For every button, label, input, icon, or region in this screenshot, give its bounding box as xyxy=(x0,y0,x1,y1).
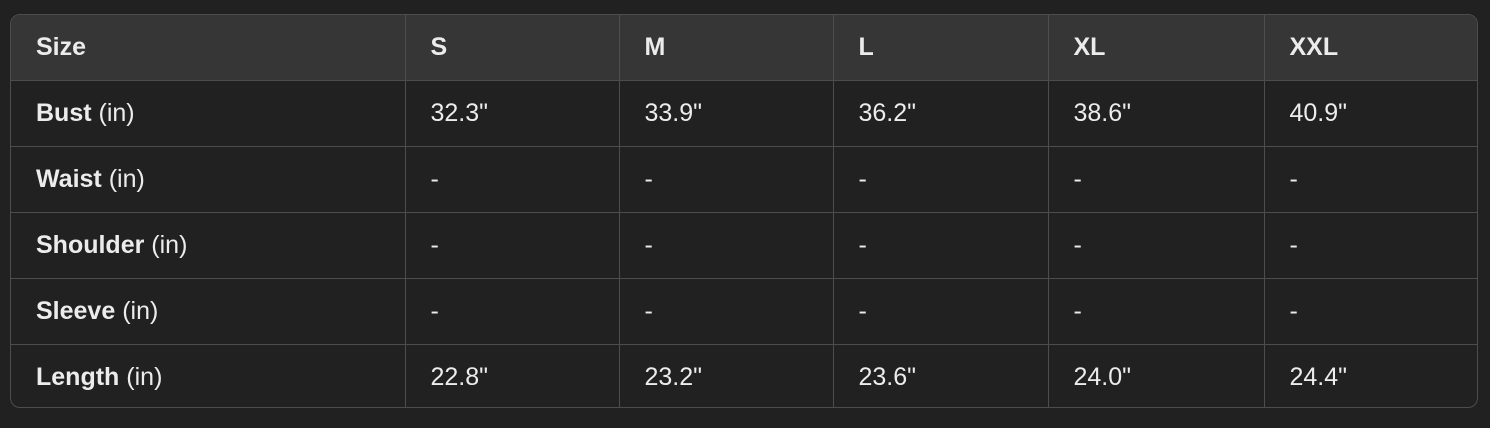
header-cell-size: Size xyxy=(11,15,406,81)
table-cell: - xyxy=(619,278,834,345)
size-chart-table: Size S M L XL XXL Bust (in) 32.3" 33.9" … xyxy=(11,15,1477,407)
table-header-row: Size S M L XL XXL xyxy=(11,15,1477,81)
row-label: Shoulder xyxy=(36,231,145,259)
table-cell: 22.8" xyxy=(405,344,620,407)
row-label-cell: Waist (in) xyxy=(11,146,406,213)
table-cell: 23.6" xyxy=(833,344,1049,407)
row-label-cell: Shoulder (in) xyxy=(11,212,406,279)
table-row-waist: Waist (in) - - - - - xyxy=(11,146,1477,213)
size-chart-table-container: Size S M L XL XXL Bust (in) 32.3" 33.9" … xyxy=(10,14,1478,408)
header-cell-l: L xyxy=(833,15,1049,81)
table-cell: - xyxy=(833,212,1049,279)
table-cell: - xyxy=(405,146,620,213)
table-cell: - xyxy=(405,278,620,345)
table-cell: - xyxy=(619,146,834,213)
table-cell: 23.2" xyxy=(619,344,834,407)
table-cell: 24.0" xyxy=(1048,344,1265,407)
table-cell: - xyxy=(833,278,1049,345)
row-unit: (in) xyxy=(126,363,163,391)
row-label-cell: Sleeve (in) xyxy=(11,278,406,345)
row-label-cell: Length (in) xyxy=(11,344,406,407)
header-cell-xxl: XXL xyxy=(1264,15,1477,81)
table-cell: 40.9" xyxy=(1264,80,1477,147)
table-cell: - xyxy=(405,212,620,279)
header-cell-s: S xyxy=(405,15,620,81)
table-cell: 38.6" xyxy=(1048,80,1265,147)
table-row-shoulder: Shoulder (in) - - - - - xyxy=(11,212,1477,279)
row-unit: (in) xyxy=(108,165,145,193)
row-label: Bust xyxy=(36,99,92,127)
table-cell: - xyxy=(833,146,1049,213)
table-cell: - xyxy=(1048,146,1265,213)
table-cell: 32.3" xyxy=(405,80,620,147)
header-cell-m: M xyxy=(619,15,834,81)
header-cell-xl: XL xyxy=(1048,15,1265,81)
table-cell: 33.9" xyxy=(619,80,834,147)
row-label: Sleeve xyxy=(36,297,116,325)
row-label-cell: Bust (in) xyxy=(11,80,406,147)
table-cell: 36.2" xyxy=(833,80,1049,147)
table-cell: - xyxy=(1264,212,1477,279)
table-row-bust: Bust (in) 32.3" 33.9" 36.2" 38.6" 40.9" xyxy=(11,80,1477,147)
row-unit: (in) xyxy=(151,231,188,259)
table-cell: - xyxy=(1048,278,1265,345)
table-row-length: Length (in) 22.8" 23.2" 23.6" 24.0" 24.4… xyxy=(11,344,1477,407)
row-label: Waist xyxy=(36,165,102,193)
row-unit: (in) xyxy=(122,297,159,325)
row-label: Length xyxy=(36,363,120,391)
table-cell: - xyxy=(619,212,834,279)
table-cell: - xyxy=(1264,146,1477,213)
table-row-sleeve: Sleeve (in) - - - - - xyxy=(11,278,1477,345)
table-cell: - xyxy=(1264,278,1477,345)
table-cell: 24.4" xyxy=(1289,363,1348,391)
row-unit: (in) xyxy=(98,99,135,127)
table-cell: - xyxy=(1048,212,1265,279)
